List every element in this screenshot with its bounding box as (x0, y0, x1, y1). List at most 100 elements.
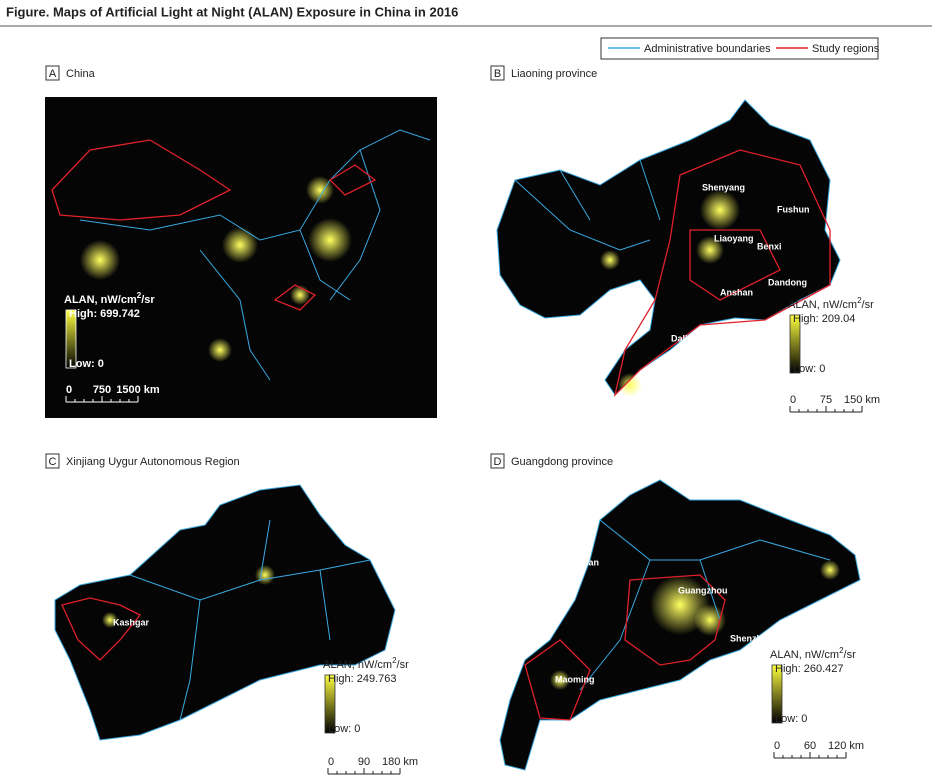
light-glow (820, 560, 840, 580)
unit-sup: 2 (137, 291, 142, 300)
light-glow (255, 565, 275, 585)
city-label: Liaoyang (714, 233, 754, 243)
panel-letter-box (490, 453, 505, 469)
light-glow (694, 604, 726, 636)
panel-letter-box (45, 65, 60, 81)
panel-letter-box (45, 453, 60, 469)
study-region (613, 149, 831, 398)
color-ramp (771, 664, 783, 724)
legend-high: High: 260.427 (775, 663, 844, 675)
legend-box (600, 37, 879, 60)
city-label: Zhongshan (714, 677, 763, 687)
panel-title: Liaoning province (511, 68, 597, 80)
admin-boundary (179, 599, 201, 721)
light-glow (102, 612, 118, 628)
color-ramp (789, 314, 801, 374)
unit-text: ALAN, nW/cm (64, 294, 137, 306)
admin-boundary (199, 249, 271, 381)
legend-unit: ALAN, nW/cm2/sr (323, 656, 409, 671)
legend-high: High: 209.04 (793, 313, 855, 325)
light-glow (550, 670, 570, 690)
light-glow (222, 227, 258, 263)
legend-low: Low: 0 (775, 713, 807, 725)
city-label: Foshan (567, 557, 599, 567)
legend-low: Low: 0 (69, 358, 104, 370)
legend-unit: ALAN, nW/cm2/sr (770, 646, 856, 661)
light-glow (306, 176, 334, 204)
panel-letter: C (49, 456, 57, 468)
scale-label: 120 km (828, 740, 864, 752)
admin-boundary (699, 559, 721, 621)
city-label: Guangzhou (678, 585, 728, 595)
scale-label: 90 (358, 756, 370, 768)
admin-boundary (319, 569, 331, 641)
study-region (524, 639, 591, 721)
study-region (61, 597, 142, 661)
admin-boundary (329, 149, 381, 301)
admin-boundary (579, 559, 651, 691)
city-label: Dalian (671, 333, 698, 343)
unit-text: ALAN, nW/cm (323, 659, 392, 671)
city-label: Anshan (720, 287, 753, 297)
legend-unit: ALAN, nW/cm2/sr (64, 291, 155, 306)
legend-unit: ALAN, nW/cm2/sr (788, 296, 874, 311)
study-region (273, 284, 317, 311)
scale-label: 0 (66, 384, 72, 396)
scale-label: 60 (804, 740, 816, 752)
unit-sup: 2 (392, 656, 397, 665)
admin-boundary (514, 179, 651, 251)
scale-label: 0 (774, 740, 780, 752)
study-region (689, 229, 781, 301)
city-label: Maoming (555, 674, 595, 684)
figure-title: Figure. Maps of Artificial Light at Nigh… (6, 4, 458, 19)
legend-low: Low: 0 (793, 363, 825, 375)
unit-suffix: /sr (141, 294, 155, 306)
unit-sup: 2 (857, 296, 862, 305)
city-label: Zhuhai (676, 699, 706, 709)
color-ramp (324, 674, 336, 734)
region-map (54, 484, 396, 741)
legend-label: Administrative boundaries (644, 43, 771, 55)
city-label: Fushun (777, 204, 810, 214)
light-glow (618, 373, 642, 397)
light-glow (600, 250, 620, 270)
unit-suffix: /sr (844, 649, 857, 661)
color-ramp (65, 309, 77, 369)
panel-letter: B (494, 68, 501, 80)
panel-letter-box (490, 65, 505, 81)
scale-label: 1500 km (116, 384, 160, 396)
city-label: Kashgar (113, 617, 150, 627)
scale-label: 75 (820, 394, 832, 406)
panel-title: Xinjiang Uygur Autonomous Region (66, 456, 240, 468)
scale-label: 0 (328, 756, 334, 768)
legend-high: High: 699.742 (69, 308, 140, 320)
unit-suffix: /sr (397, 659, 410, 671)
light-glow (308, 218, 352, 262)
light-glow (208, 338, 232, 362)
scale-label: 750 (93, 384, 111, 396)
unit-sup: 2 (839, 646, 844, 655)
admin-boundary (639, 159, 661, 221)
panel-title: China (66, 68, 96, 80)
scale-label: 0 (790, 394, 796, 406)
admin-boundary (259, 519, 271, 581)
study-region (624, 574, 726, 666)
study-region (328, 164, 377, 196)
legend-low: Low: 0 (328, 723, 360, 735)
light-glow (80, 240, 120, 280)
city-label: Shenzhen (730, 633, 773, 643)
panel-title: Guangdong province (511, 456, 613, 468)
unit-suffix: /sr (862, 299, 875, 311)
light-glow (700, 190, 740, 230)
scale-label: 150 km (844, 394, 880, 406)
panel-letter: D (494, 456, 502, 468)
legend-high: High: 249.763 (328, 673, 397, 685)
admin-boundary (299, 229, 351, 301)
city-label: Benxi (757, 241, 782, 251)
unit-text: ALAN, nW/cm (770, 649, 839, 661)
scale-label: 180 km (382, 756, 418, 768)
city-label: Shenyang (702, 182, 745, 192)
study-region (51, 139, 232, 221)
